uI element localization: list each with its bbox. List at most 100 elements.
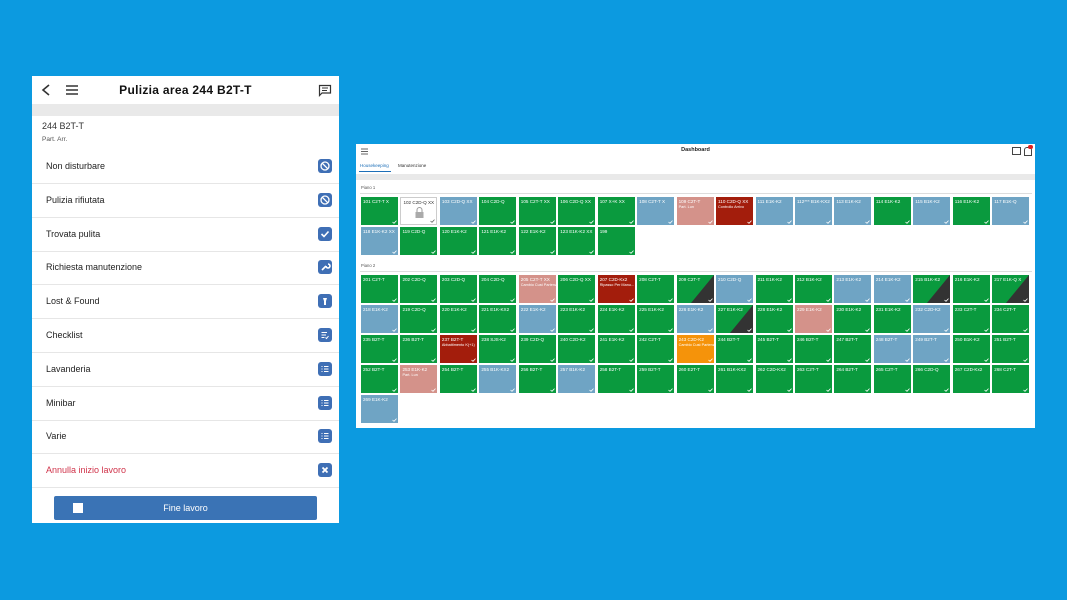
room-tile[interactable]: 215 B1K-K2 — [913, 275, 951, 303]
room-tile[interactable]: 248 B2T-T — [873, 335, 911, 363]
room-tile[interactable]: 235 B2T-T — [361, 335, 398, 363]
room-tile[interactable]: 199 — [597, 227, 635, 255]
room-tile[interactable]: 116 E1K-K2 — [952, 197, 990, 225]
room-tile[interactable]: 120 E1K-K2 — [439, 227, 477, 255]
room-tile[interactable]: 231 E1K-K2 — [873, 305, 911, 333]
room-tile[interactable]: 203 C2D-Q — [439, 275, 477, 303]
room-tile[interactable]: 115 B1K-K2 — [913, 197, 951, 225]
room-tile[interactable]: 253 E1K-K2 Part. Lun — [400, 365, 438, 393]
room-tile[interactable]: 234 C2T-T — [992, 305, 1030, 333]
room-tile[interactable]: 221 E1K-KX2 — [479, 305, 517, 333]
room-tile[interactable]: 241 E1K-K2 — [597, 335, 635, 363]
room-tile[interactable]: 224 E1K-K2 — [597, 305, 635, 333]
room-tile[interactable]: 243 C2D-K2 Cambio Cust Partenza — [676, 335, 714, 363]
room-tile[interactable]: 251 B2T-T — [992, 335, 1030, 363]
room-tile[interactable]: 206 C2D-Q XX — [558, 275, 596, 303]
room-tile[interactable]: 269 E1K-K2 — [361, 395, 398, 423]
room-tile[interactable]: 238 SJS-K2 — [479, 335, 517, 363]
room-tile[interactable]: 246 B2T-T — [794, 335, 832, 363]
room-tile[interactable]: 109 C2T-T Part. Lun — [676, 197, 714, 225]
room-tile[interactable]: 265 C2T-T — [873, 365, 911, 393]
room-tile[interactable]: 236 B2T-T — [400, 335, 438, 363]
tab[interactable]: Manutenzione — [398, 163, 427, 168]
room-tile[interactable]: 232 C2D-K2 — [913, 305, 951, 333]
menu-icon[interactable] — [65, 84, 79, 96]
room-tile[interactable]: 257 B1K-K2 — [558, 365, 596, 393]
room-tile[interactable]: 213 E1K-K2 — [834, 275, 872, 303]
room-tile[interactable]: 233 C2T-T — [952, 305, 990, 333]
room-tile[interactable]: 214 E1K-K2 — [873, 275, 911, 303]
room-tile[interactable]: 261 B1K-KX2 — [716, 365, 754, 393]
room-tile[interactable]: 237 B2T-T Abbattimento K(+1) — [439, 335, 477, 363]
room-tile[interactable]: 239 C2D-Q — [518, 335, 556, 363]
room-tile[interactable]: 216 E1K-K2 — [952, 275, 990, 303]
room-tile[interactable]: 123 E1K-K2 XX — [558, 227, 596, 255]
room-tile[interactable]: 264 B2T-T — [834, 365, 872, 393]
room-tile[interactable]: 255 B1K-KX2 — [479, 365, 517, 393]
list-item[interactable]: Non disturbare — [32, 150, 339, 184]
room-tile[interactable]: 103 C2D-Q XX — [439, 197, 477, 225]
room-tile[interactable]: 252 B2T-T — [361, 365, 398, 393]
room-tile[interactable]: 259 B2T-T — [637, 365, 675, 393]
room-tile[interactable]: 219 C2D-Q — [400, 305, 438, 333]
room-tile[interactable]: 119 C2D-Q — [400, 227, 438, 255]
message-icon[interactable] — [318, 84, 332, 97]
room-tile[interactable]: 262 C2D-KX2 — [755, 365, 793, 393]
room-tile[interactable]: 217 E1K-Q X — [992, 275, 1030, 303]
room-tile[interactable]: 210 C2D-Q — [716, 275, 754, 303]
list-item[interactable]: Pulizia rifiutata — [32, 184, 339, 218]
room-tile[interactable]: 205 C2T-T XX Cambio Cust Partenza — [518, 275, 556, 303]
room-tile[interactable]: 247 B2T-T — [834, 335, 872, 363]
list-item[interactable]: Lost & Found — [32, 285, 339, 320]
room-tile[interactable]: 209 C2T-T — [676, 275, 714, 303]
list-item[interactable]: Checklist — [32, 319, 339, 353]
room-tile[interactable]: 245 B2T-T — [755, 335, 793, 363]
room-tile[interactable]: 202 C2D-Q — [400, 275, 438, 303]
list-item[interactable]: Varie — [32, 420, 339, 455]
room-tile[interactable]: 218 E1K-K2 — [361, 305, 398, 333]
room-tile[interactable]: 260 E2T-T — [676, 365, 714, 393]
room-tile[interactable]: 208 C2T-T — [637, 275, 675, 303]
room-tile[interactable]: 122 E1K-K2 — [518, 227, 556, 255]
room-tile[interactable]: 107 X+K XX — [597, 197, 635, 225]
room-tile[interactable]: 106 C2D-Q XX — [558, 197, 596, 225]
room-tile[interactable]: 102 C2D-Q XX — [400, 197, 438, 225]
room-tile[interactable]: 268 C2T-T — [992, 365, 1030, 393]
room-tile[interactable]: 117 B1K-Q — [992, 197, 1030, 225]
room-tile[interactable]: 267 C2D-Kx2 — [952, 365, 990, 393]
room-tile[interactable]: 244 B2T-T — [716, 335, 754, 363]
room-tile[interactable]: 230 E1K-K2 — [834, 305, 872, 333]
room-tile[interactable]: 266 C2D-Q — [913, 365, 951, 393]
room-tile[interactable]: 211 E1K-K2 — [755, 275, 793, 303]
room-tile[interactable]: 111 E1K-K2 — [755, 197, 793, 225]
room-tile[interactable]: 113 E1K-K2 — [834, 197, 872, 225]
room-tile[interactable]: 227 E1K-K2 — [716, 305, 754, 333]
room-tile[interactable]: 229 E1K-K2 — [794, 305, 832, 333]
room-tile[interactable]: 222 E1K-K2 — [518, 305, 556, 333]
room-tile[interactable]: 212 B1K-K2 — [794, 275, 832, 303]
list-item[interactable]: Trovata pulita — [32, 218, 339, 252]
room-tile[interactable]: 240 C2D-K2 — [558, 335, 596, 363]
message-icon[interactable] — [1012, 147, 1021, 155]
room-tile[interactable]: 110 C2D-Q XX Controllo Arrivo — [716, 197, 754, 225]
back-icon[interactable] — [40, 83, 54, 97]
room-tile[interactable]: 249 B2T-T — [913, 335, 951, 363]
room-tile[interactable]: 114 E1K-K2 — [873, 197, 911, 225]
room-tile[interactable]: 201 C2T-T — [361, 275, 398, 303]
room-tile[interactable]: 225 E1K-K2 — [637, 305, 675, 333]
list-item[interactable]: Minibar — [32, 387, 339, 421]
room-tile[interactable]: 223 E1K-K2 — [558, 305, 596, 333]
room-tile[interactable]: 242 C2T-T — [637, 335, 675, 363]
room-tile[interactable]: 228 E1K-K2 — [755, 305, 793, 333]
menu-icon[interactable] — [361, 148, 369, 155]
room-tile[interactable]: 258 B2T-T — [597, 365, 635, 393]
list-item[interactable]: Annulla inizio lavoro — [32, 454, 339, 489]
room-tile[interactable]: 254 B2T-T — [439, 365, 477, 393]
room-tile[interactable]: 220 E1K-K2 — [439, 305, 477, 333]
room-tile[interactable]: 101 C2T-T X — [361, 197, 398, 225]
room-tile[interactable]: 118 E1K-K2 XX — [361, 227, 398, 255]
room-tile[interactable]: 105 C2T-T XX — [518, 197, 556, 225]
room-tile[interactable]: 207 C2D-Kx2 Ripasso Per Manu... — [597, 275, 635, 303]
room-tile[interactable]: 108 C2T-T X — [637, 197, 675, 225]
room-tile[interactable]: 256 B2T-T — [518, 365, 556, 393]
